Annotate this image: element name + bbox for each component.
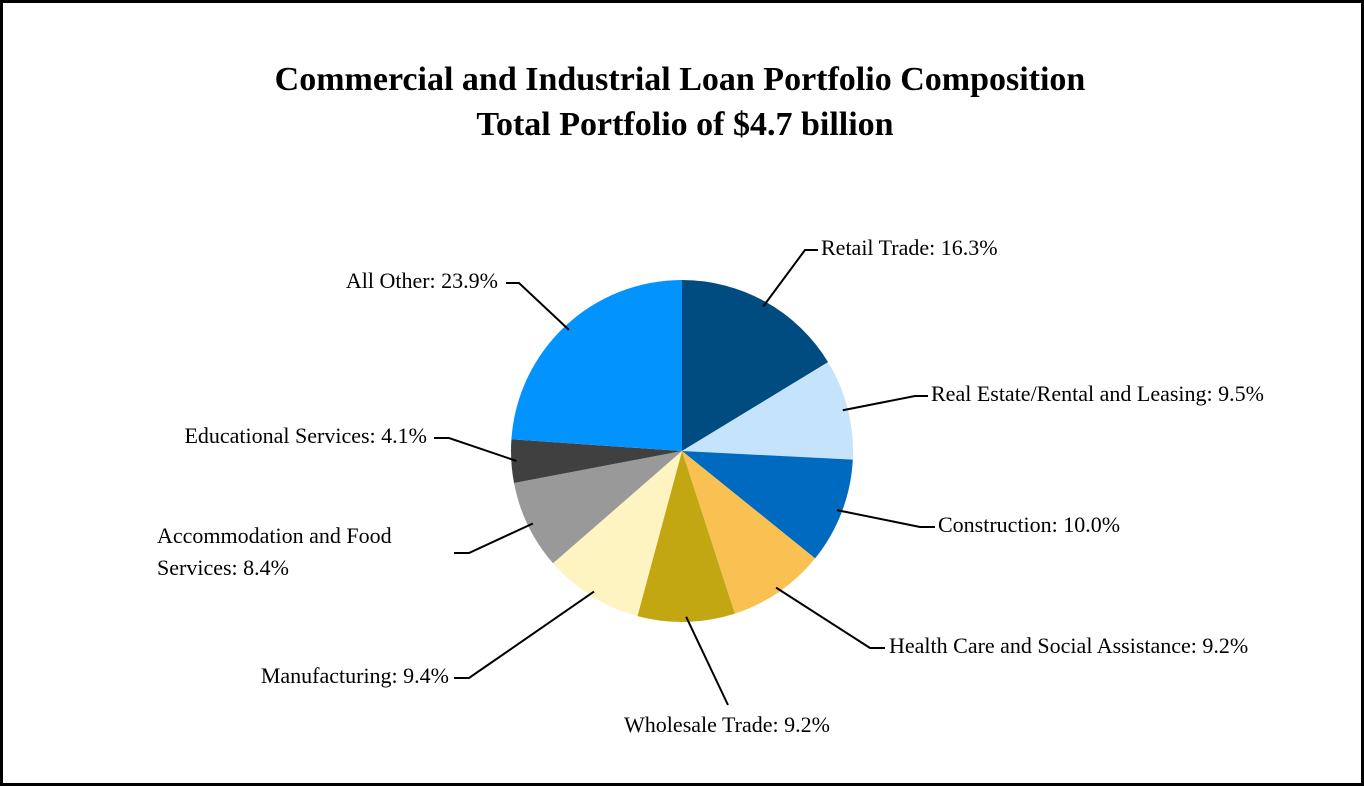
- leader-line: [434, 437, 517, 462]
- pie-slice: [553, 451, 682, 617]
- data-label: Accommodation and Food Services: 8.4%: [157, 523, 392, 580]
- leader-line: [506, 282, 570, 331]
- leader-line: [842, 395, 928, 412]
- pie-slice: [511, 439, 682, 484]
- leader-line: [685, 616, 729, 706]
- chart-title: Commercial and Industrial Loan Portfolio…: [275, 61, 1086, 98]
- data-label: Health Care and Social Assistance: 9.2%: [889, 633, 1248, 658]
- pie-slice: [511, 280, 682, 451]
- leader-line: [454, 522, 534, 554]
- chart-subtitle: Total Portfolio of $4.7 billion: [476, 106, 893, 143]
- leader-line: [836, 509, 935, 528]
- data-label: Real Estate/Rental and Leasing: 9.5%: [931, 381, 1264, 406]
- pie-slice: [682, 451, 853, 559]
- leader-line: [762, 249, 818, 308]
- data-label: Wholesale Trade: 9.2%: [624, 712, 830, 737]
- leader-line: [775, 586, 885, 649]
- pie-slice: [682, 362, 853, 460]
- data-label: Construction: 10.0%: [938, 512, 1120, 537]
- data-label: Educational Services: 4.1%: [184, 423, 427, 448]
- pie-slice: [637, 451, 735, 622]
- pie-slice: [682, 280, 829, 451]
- data-label: All Other: 23.9%: [346, 268, 498, 293]
- pie-slice: [514, 451, 682, 564]
- pie-slice: [682, 451, 816, 614]
- data-label: Retail Trade: 16.3%: [821, 235, 998, 260]
- leader-line: [454, 590, 595, 679]
- data-label: Manufacturing: 9.4%: [261, 663, 449, 688]
